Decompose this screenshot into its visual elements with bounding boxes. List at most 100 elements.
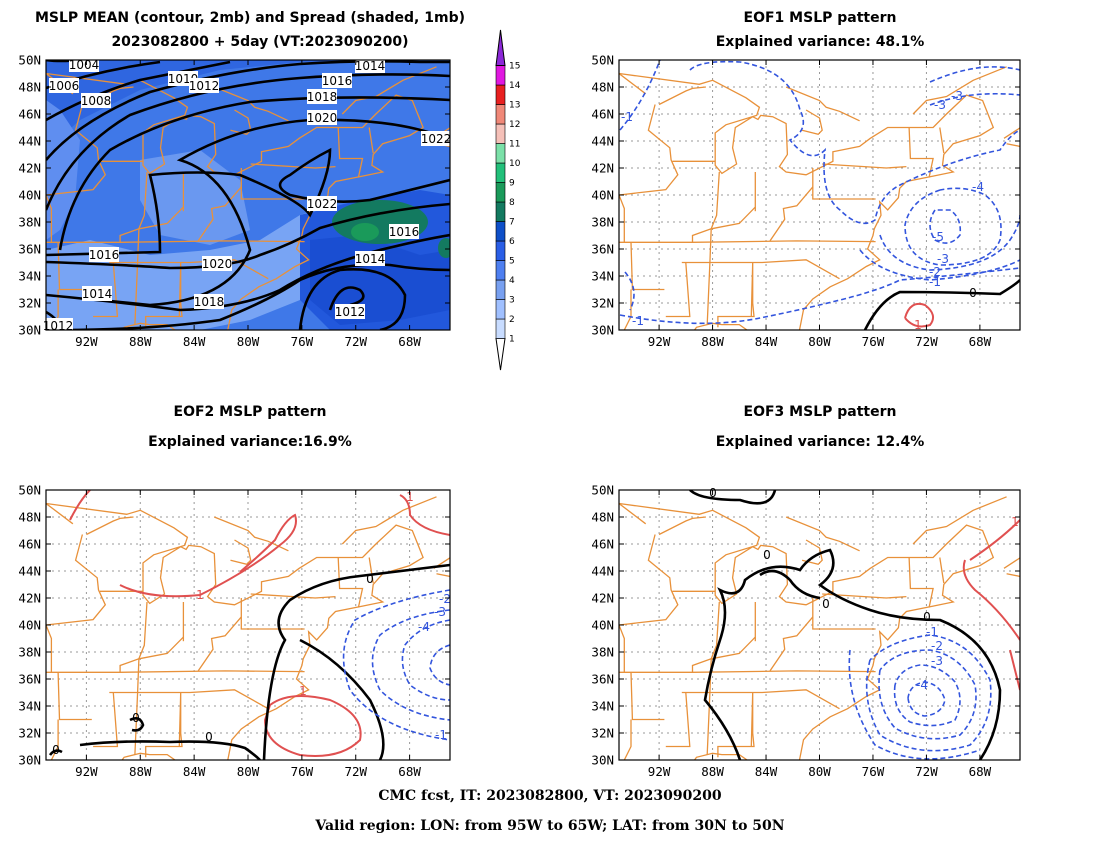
geo-boundary-line — [623, 719, 632, 760]
colorbar-label: 10 — [509, 159, 521, 169]
contour-label: 0 — [763, 548, 771, 562]
geo-boundary-line — [691, 206, 756, 243]
colorbar-label: 4 — [509, 276, 515, 286]
geo-boundary-line — [368, 127, 374, 154]
contour-label: -3 — [434, 605, 446, 619]
lat-tick-label: 38N — [591, 215, 614, 230]
geo-boundary-line — [1003, 127, 1020, 148]
geo-boundary-line — [230, 539, 252, 566]
lat-tick-label: 40N — [591, 188, 614, 203]
contour-label: 0 — [366, 572, 374, 586]
contour-label: 1004 — [69, 58, 100, 72]
geo-boundary-line — [939, 557, 945, 584]
colorbar-swatch — [495, 182, 506, 203]
colorbar-swatch — [495, 201, 506, 222]
geo-boundary-line — [93, 692, 119, 748]
contour-label: 0 — [923, 610, 931, 624]
geo-boundary-line — [812, 598, 876, 630]
lon-tick-label: 92W — [648, 764, 671, 779]
contour-label-box — [322, 73, 352, 88]
colorbar-swatch — [495, 84, 506, 105]
geo-boundary-line — [121, 752, 195, 760]
colorbar-swatch — [495, 279, 506, 300]
colorbar-label: 1 — [509, 335, 515, 345]
geo-boundary-line — [619, 534, 679, 626]
lat-tick-label: 50N — [18, 483, 41, 498]
lat-tick-label: 38N — [18, 645, 41, 660]
colorbar-swatch — [495, 143, 506, 164]
colorbar-min-arrow — [495, 338, 506, 371]
colorbar-swatch — [495, 240, 506, 261]
contour-label: -4 — [418, 620, 430, 634]
colorbar-label: 5 — [509, 257, 515, 267]
lon-tick-label: 88W — [129, 764, 152, 779]
colorbar-label: 14 — [509, 81, 521, 91]
contour-label: 0 — [969, 286, 977, 300]
panel1-isobars — [46, 60, 450, 330]
lat-tick-label: 44N — [591, 564, 614, 579]
geo-boundary-line — [86, 516, 134, 536]
panel1-axes: 30N 32N 34N 36N 38N 40N 42N 44N 46N 48N 50N 92W 88W 8… — [18, 53, 450, 349]
panel4-subtitle: Explained variance: 12.4% — [715, 434, 925, 450]
geo-boundary-line — [145, 692, 183, 758]
contour-label: -1 — [929, 275, 941, 289]
colorbar-swatch — [495, 260, 506, 281]
contour-label: 0 — [52, 743, 60, 757]
colorbar-swatch — [495, 123, 506, 144]
contour-label: -3 — [934, 98, 946, 112]
lat-tick-label: 30N — [591, 753, 614, 768]
geo-boundary-line — [197, 616, 242, 672]
contour-label: 1018 — [307, 90, 338, 104]
contour-label: -2 — [931, 639, 943, 653]
contour-label: 1008 — [81, 94, 112, 108]
colorbar-swatch — [495, 221, 506, 242]
lon-tick-label: 92W — [75, 334, 98, 349]
geo-boundary-line — [46, 240, 305, 243]
lat-tick-label: 30N — [591, 323, 614, 338]
lat-tick-label: 32N — [591, 726, 614, 741]
geo-boundary-line — [121, 322, 195, 330]
colorbar-max-arrow — [495, 29, 506, 66]
geo-boundary-line — [214, 86, 289, 122]
panel2-title: EOF1 MSLP pattern — [743, 10, 897, 26]
lon-tick-label: 68W — [969, 334, 992, 349]
lat-tick-label: 34N — [591, 699, 614, 714]
geo-boundary-line — [681, 259, 840, 280]
contour-label: 1014 — [82, 287, 113, 301]
colorbar-label: 6 — [509, 237, 515, 247]
contour-label: -1 — [621, 110, 633, 124]
contour-label-box — [389, 224, 419, 239]
contour-label: -5 — [932, 230, 944, 244]
geo-boundary-line — [785, 516, 860, 552]
geo-boundary-line — [619, 502, 647, 525]
geo-boundary-line — [46, 534, 107, 626]
lat-tick-label: 42N — [18, 591, 41, 606]
geo-boundary-line — [341, 496, 437, 545]
lon-tick-label: 72W — [344, 764, 367, 779]
contour-label: 1014 — [355, 59, 386, 73]
contour-label: -3 — [937, 252, 949, 266]
geo-boundary-line — [93, 262, 119, 318]
panel2-axes: 30N 32N 34N 36N 38N 40N 42N 44N 46N 48N 50N 92W 88W 8… — [591, 53, 1020, 349]
lat-tick-label: 30N — [18, 753, 41, 768]
lon-tick-label: 68W — [398, 334, 421, 349]
contour-label: 1016 — [89, 248, 120, 262]
geo-boundary-line — [717, 692, 755, 758]
panel4-title: EOF3 MSLP pattern — [743, 404, 897, 420]
contour-label: 1012 — [189, 79, 220, 93]
colorbar-label: 8 — [509, 198, 515, 208]
contour-label: 0 — [132, 711, 140, 725]
colorbar-swatch — [495, 299, 506, 320]
geo-boundary-line — [822, 163, 907, 169]
contour-label: 1018 — [194, 295, 225, 309]
geo-boundary-line — [619, 104, 679, 196]
contour-label-box — [189, 78, 219, 93]
lon-tick-label: 76W — [291, 764, 314, 779]
contour-label-box — [307, 196, 337, 211]
lat-tick-label: 48N — [591, 510, 614, 525]
colorbar-label: 11 — [509, 140, 520, 150]
geo-boundary-line — [693, 752, 766, 760]
lon-tick-label: 80W — [237, 764, 260, 779]
lat-tick-label: 32N — [591, 296, 614, 311]
